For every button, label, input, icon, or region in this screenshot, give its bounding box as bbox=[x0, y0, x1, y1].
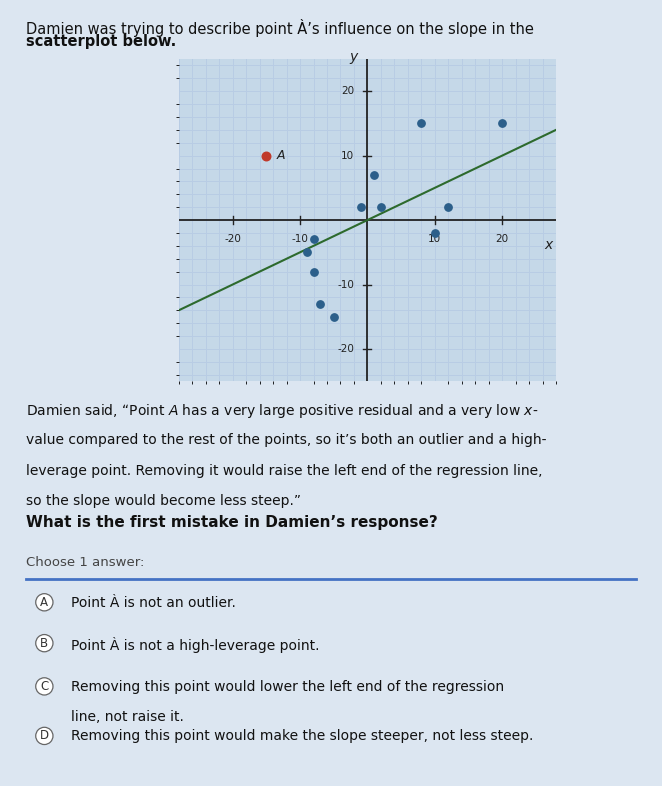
Text: Removing this point would lower the left end of the regression: Removing this point would lower the left… bbox=[71, 680, 504, 694]
Text: 20: 20 bbox=[341, 86, 354, 96]
Text: -20: -20 bbox=[337, 344, 354, 354]
Text: A: A bbox=[40, 596, 48, 609]
Text: leverage point. Removing it would raise the left end of the regression line,: leverage point. Removing it would raise … bbox=[26, 464, 543, 478]
Point bbox=[315, 298, 326, 310]
Point bbox=[430, 226, 440, 239]
Point bbox=[497, 117, 508, 130]
Text: C: C bbox=[40, 680, 48, 693]
Text: B: B bbox=[40, 637, 48, 650]
Text: value compared to the rest of the points, so it’s both an outlier and a high-: value compared to the rest of the points… bbox=[26, 433, 547, 447]
Text: Damien was trying to describe point À’s influence on the slope in the: Damien was trying to describe point À’s … bbox=[26, 19, 534, 37]
Point bbox=[416, 117, 426, 130]
Text: $A$: $A$ bbox=[277, 149, 287, 162]
Text: -10: -10 bbox=[291, 234, 308, 244]
Text: $y$: $y$ bbox=[349, 51, 359, 67]
Text: -10: -10 bbox=[337, 280, 354, 289]
Text: Point À is not a high-leverage point.: Point À is not a high-leverage point. bbox=[71, 637, 320, 652]
Text: 10: 10 bbox=[341, 151, 354, 160]
Text: 20: 20 bbox=[496, 234, 508, 244]
Text: 10: 10 bbox=[428, 234, 442, 244]
Point bbox=[308, 266, 319, 278]
Point bbox=[443, 201, 453, 214]
Text: Point À is not an outlier.: Point À is not an outlier. bbox=[71, 596, 236, 610]
Point bbox=[375, 201, 386, 214]
Text: $x$: $x$ bbox=[544, 237, 555, 252]
Text: line, not raise it.: line, not raise it. bbox=[71, 710, 185, 724]
Point bbox=[328, 310, 339, 323]
Point bbox=[355, 201, 366, 214]
Text: Removing this point would make the slope steeper, not less steep.: Removing this point would make the slope… bbox=[71, 729, 534, 744]
Text: scatterplot below.: scatterplot below. bbox=[26, 34, 177, 49]
Text: D: D bbox=[40, 729, 49, 743]
Point bbox=[308, 233, 319, 246]
Point bbox=[261, 149, 271, 162]
Text: Damien said, “Point $A$ has a very large positive residual and a very low $x$-: Damien said, “Point $A$ has a very large… bbox=[26, 402, 539, 421]
Point bbox=[301, 246, 312, 259]
Text: -20: -20 bbox=[224, 234, 241, 244]
Text: What is the first mistake in Damien’s response?: What is the first mistake in Damien’s re… bbox=[26, 515, 438, 530]
Point bbox=[369, 169, 379, 182]
Text: Choose 1 answer:: Choose 1 answer: bbox=[26, 556, 145, 570]
Text: so the slope would become less steep.”: so the slope would become less steep.” bbox=[26, 494, 301, 509]
